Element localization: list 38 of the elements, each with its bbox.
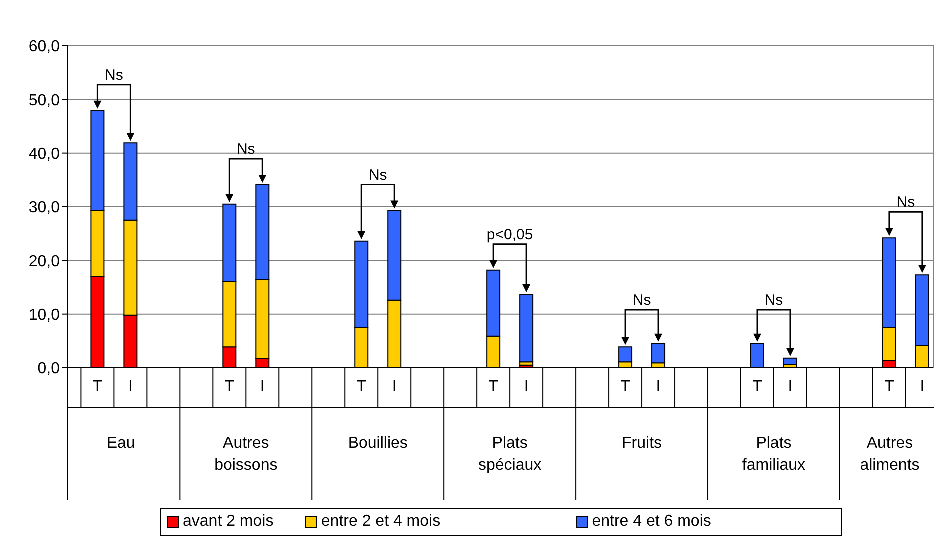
legend-label: avant 2 mois bbox=[183, 513, 274, 531]
y-tick-label: 60,0 bbox=[28, 38, 60, 56]
y-tick-label: 50,0 bbox=[28, 92, 60, 110]
x-tick-label: I bbox=[392, 378, 397, 396]
text: Bouillies bbox=[348, 435, 408, 452]
legend-label: entre 4 et 6 mois bbox=[592, 513, 712, 531]
y-tick-label: 30,0 bbox=[28, 200, 60, 217]
y-tick-label: 20,0 bbox=[28, 253, 60, 270]
annotation: Ns bbox=[105, 66, 124, 84]
text: Plats spéciaux bbox=[478, 435, 542, 474]
annotation: Ns bbox=[896, 194, 916, 212]
x-tick-label: T bbox=[752, 378, 763, 396]
text: Plats familiaux bbox=[742, 435, 806, 474]
annotation: Ns bbox=[236, 140, 256, 158]
x-tick-label: T bbox=[92, 378, 103, 396]
x-tick-label: T bbox=[356, 378, 367, 396]
x-tick-label: T bbox=[620, 378, 631, 396]
x-tick-label: I bbox=[788, 378, 793, 396]
y-tick-label: 0,0 bbox=[38, 360, 60, 378]
text: Autres aliments bbox=[860, 435, 920, 474]
legend-label: entre 2 et 4 mois bbox=[321, 513, 441, 531]
annotation: p<0,05 bbox=[486, 226, 534, 244]
x-tick-label: T bbox=[488, 378, 499, 396]
annotation: Ns bbox=[368, 166, 388, 184]
text: Autres boissons bbox=[214, 435, 278, 474]
x-tick-label: T bbox=[884, 378, 895, 396]
x-tick-label: I bbox=[260, 378, 265, 396]
y-tick-label: 40,0 bbox=[28, 146, 60, 164]
y-tick-label: 10,0 bbox=[28, 307, 60, 324]
annotation: Ns bbox=[764, 292, 784, 309]
x-tick-label: I bbox=[656, 378, 661, 396]
x-tick-label: I bbox=[128, 378, 133, 396]
annotation: Ns bbox=[632, 292, 652, 309]
x-tick-label: I bbox=[524, 378, 529, 396]
x-tick-label: T bbox=[224, 378, 235, 396]
text: Fruits bbox=[622, 435, 662, 452]
text: Eau bbox=[106, 435, 136, 452]
x-tick-label: I bbox=[920, 378, 925, 396]
